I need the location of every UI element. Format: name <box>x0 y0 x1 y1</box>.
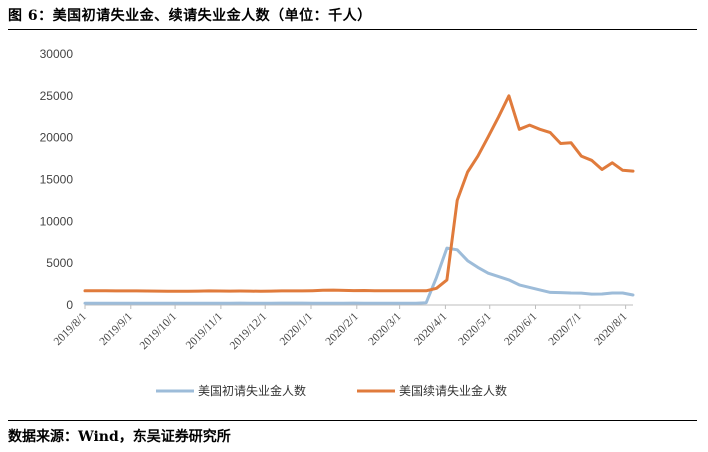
x-tick-label-4: 2019/12/1 <box>228 310 270 352</box>
y-tick-label-0: 0 <box>66 298 73 312</box>
legend-label-0: 美国初请失业金人数 <box>198 383 306 398</box>
x-tick-label-7: 2020/3/1 <box>366 310 404 348</box>
source-rule <box>8 420 697 421</box>
y-tick-label-6: 30000 <box>40 47 74 61</box>
source-note: 数据来源：Wind，东吴证券研究所 <box>8 429 231 445</box>
y-tick-label-2: 10000 <box>40 214 74 228</box>
x-tick-label-11: 2020/7/1 <box>547 310 585 348</box>
x-tick-label-6: 2020/2/1 <box>324 310 362 348</box>
legend-label-1: 美国续请失业金人数 <box>399 383 507 398</box>
x-axis-ticks: 2019/8/1 2019/9/1 2019/10/1 2019/11/1 2019/1… <box>52 305 630 352</box>
legend: 美国初请失业金人数 美国续请失业金人数 <box>156 383 507 398</box>
title-rule <box>8 29 697 30</box>
y-tick-label-3: 15000 <box>40 173 74 187</box>
figure-title: 图 6：美国初请失业金、续请失业金人数（单位：千人） <box>8 8 372 24</box>
y-tick-label-4: 20000 <box>40 131 74 145</box>
x-tick-label-3: 2019/11/1 <box>184 310 225 351</box>
x-tick-label-10: 2020/6/1 <box>502 310 540 348</box>
x-tick-label-12: 2020/8/1 <box>592 310 630 348</box>
x-tick-label-5: 2020/1/1 <box>278 310 316 348</box>
y-axis-ticks: 0 5000 10000 15000 20000 25000 30000 <box>40 47 74 312</box>
x-tick-label-9: 2020/5/1 <box>456 310 494 348</box>
series-line-1 <box>83 94 635 293</box>
series-line-0 <box>83 246 635 305</box>
x-tick-label-2: 2019/10/1 <box>138 310 180 352</box>
x-tick-label-0: 2019/8/1 <box>52 310 90 348</box>
x-tick-label-8: 2020/4/1 <box>412 310 450 348</box>
series-lines <box>83 94 635 305</box>
y-tick-label-1: 5000 <box>46 256 73 270</box>
x-tick-label-1: 2019/9/1 <box>98 310 136 348</box>
y-tick-label-5: 25000 <box>40 89 74 103</box>
